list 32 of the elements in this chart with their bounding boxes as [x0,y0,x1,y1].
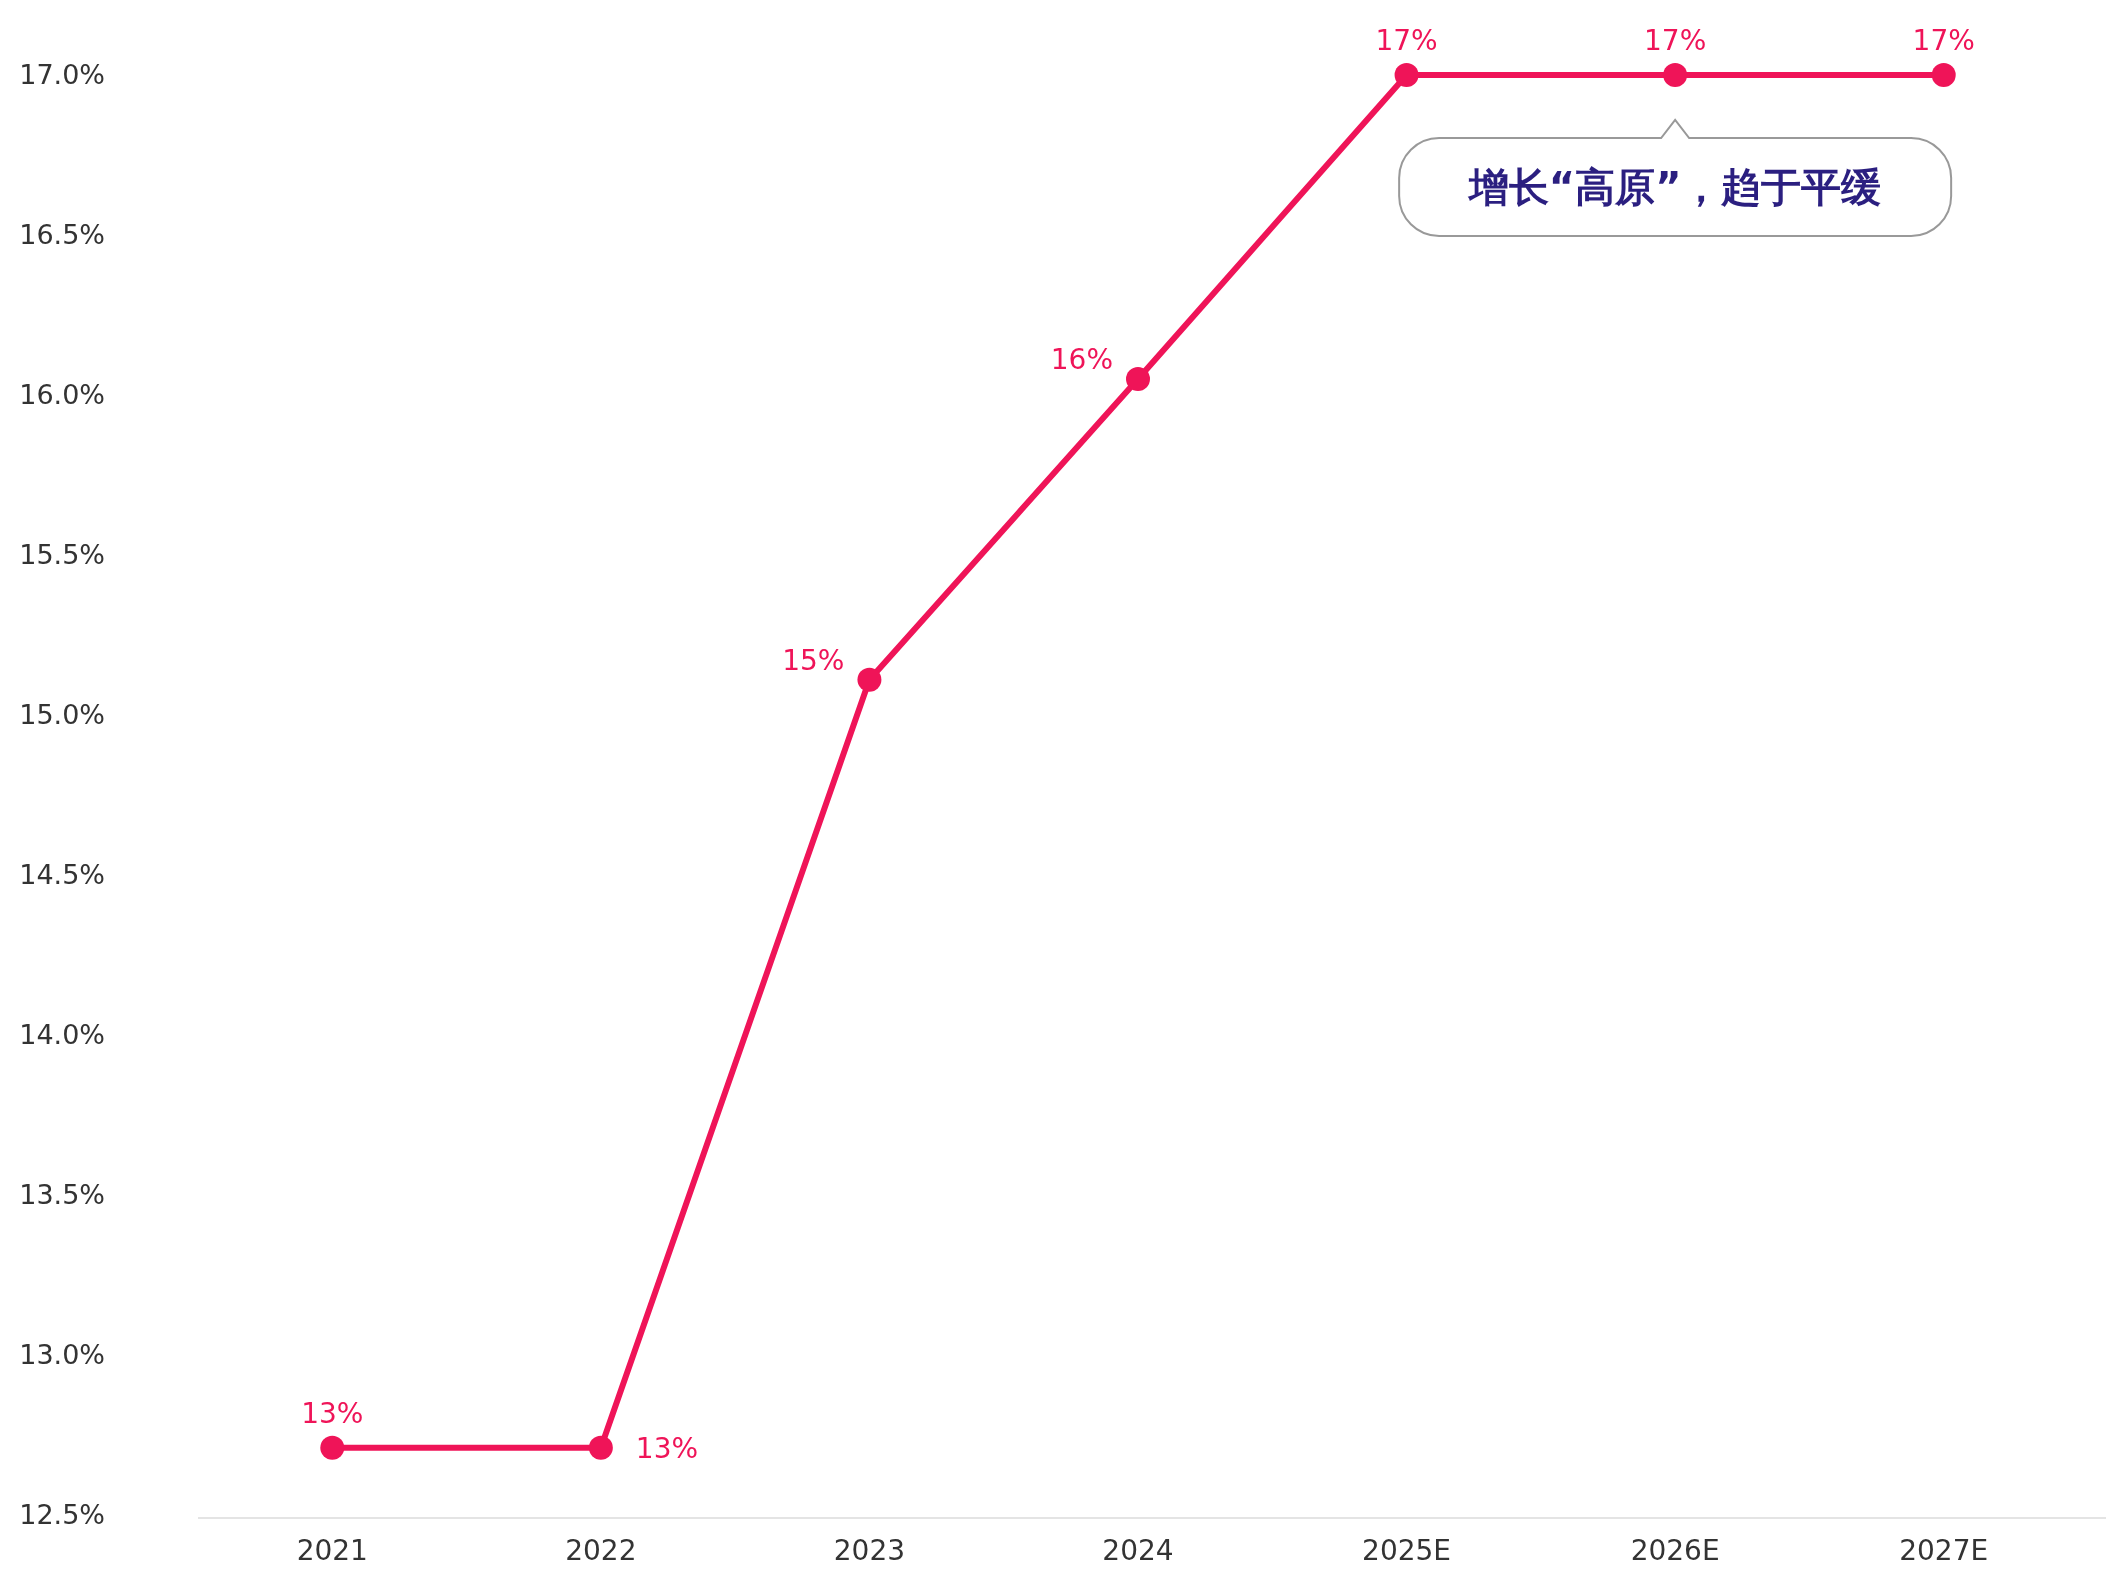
data-label: 15% [782,643,845,677]
x-tick-label: 2023 [833,1534,906,1567]
y-tick-label: 16.0% [19,379,105,410]
x-tick-label: 2021 [296,1534,368,1567]
x-tick-label: 2027E [1899,1534,1989,1567]
y-tick-label: 16.5% [19,219,105,250]
data-label: 13% [301,1396,364,1430]
x-tick-label: 2025E [1362,1534,1452,1567]
y-tick-label: 14.5% [19,859,105,890]
y-tick-label: 15.0% [19,699,105,730]
data-label: 17% [1644,24,1707,57]
y-tick-label: 12.5% [19,1499,105,1530]
point [1931,63,1956,87]
data-label: 17% [1912,24,1975,57]
point [1126,367,1150,391]
point [1394,63,1419,87]
y-tick-label: 13.5% [19,1179,105,1210]
y-tick-label: 15.5% [19,539,105,570]
data-label: 17% [1375,24,1438,57]
annotation: 增长“高原”，趋于平缓 [1466,164,1882,210]
y-tick-label: 17.0% [19,59,105,90]
point [588,1435,613,1460]
data-label: 13% [635,1431,699,1465]
x-tick-label: 2024 [1102,1534,1174,1567]
x-tick-label: 2026E [1630,1534,1720,1567]
point [1663,63,1688,87]
data-label: 16% [1050,343,1113,376]
point [320,1435,345,1460]
y-tick-label: 14.0% [19,1019,105,1050]
point [857,667,882,692]
y-tick-label: 13.0% [19,1339,105,1370]
x-tick-label: 2022 [565,1534,637,1567]
